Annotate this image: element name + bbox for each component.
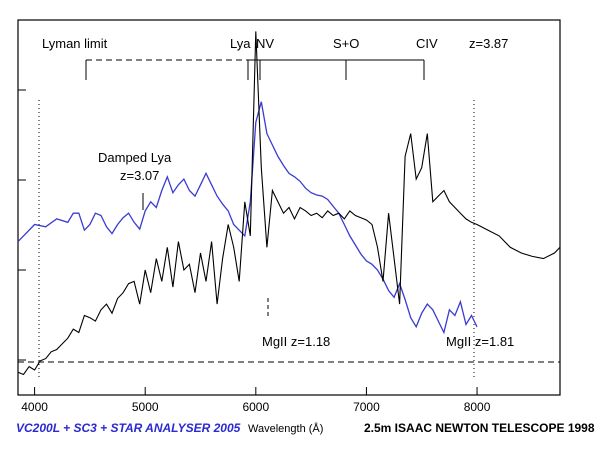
y-axis-ticks — [18, 89, 26, 361]
annotation-civ: CIV — [416, 36, 438, 51]
x-tick-label: 6000 — [242, 400, 269, 414]
x-tick-label: 7000 — [353, 400, 380, 414]
line-id-bracket — [85, 59, 425, 80]
annotation-lya: Lya — [230, 36, 251, 51]
series-line-black — [17, 31, 561, 376]
x-tick-label: 4000 — [21, 400, 48, 414]
annotation-z307: z=3.07 — [120, 168, 159, 183]
x-tick-label: 8000 — [464, 400, 491, 414]
plot-frame — [17, 19, 561, 396]
annotation-damped-lya: Damped Lya — [98, 150, 172, 165]
x-tick-label: 5000 — [132, 400, 159, 414]
x-axis-label: Wavelength (Å) — [248, 422, 323, 435]
annotation-nv: NV — [256, 36, 274, 51]
series-layer — [17, 31, 561, 376]
annotation-so: S+O — [333, 36, 359, 51]
x-axis-ticks: 4000 5000 6000 7000 8000 — [21, 387, 491, 414]
annotation-mgii-z118: MgII z=1.18 — [262, 334, 330, 349]
annotation-lyman-limit: Lyman limit — [42, 36, 108, 51]
annotation-z387: z=3.87 — [469, 36, 508, 51]
footer-left-label: VC200L + SC3 + STAR ANALYSER 2005 — [16, 421, 241, 435]
footer-right-label: 2.5m ISAAC NEWTON TELESCOPE 1998 — [364, 421, 595, 435]
annotation-mgii-z181: MgII z=1.81 — [446, 334, 514, 349]
